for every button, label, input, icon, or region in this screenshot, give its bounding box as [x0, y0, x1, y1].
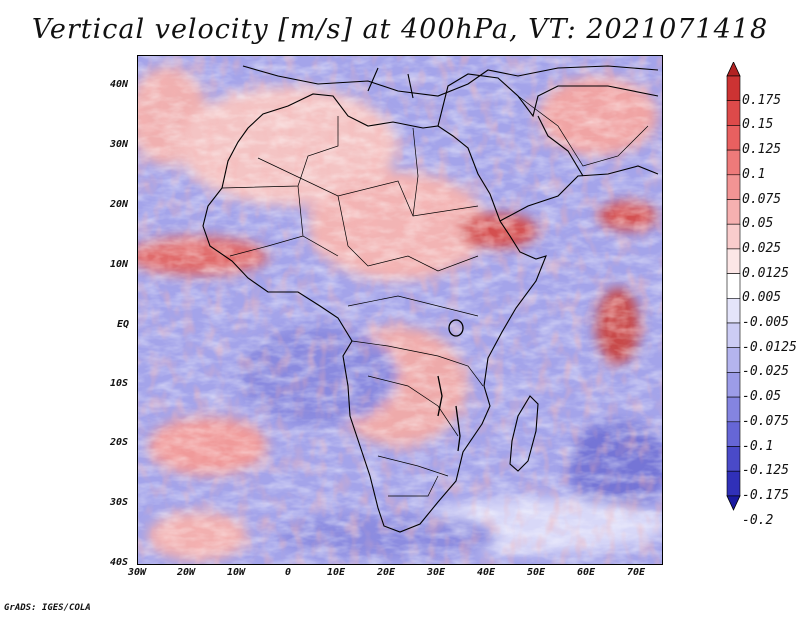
lon-label: 40E: [477, 567, 496, 578]
colorbar-cell: [726, 223, 741, 250]
colorbar-cell: [726, 199, 741, 225]
colorbar-label: -0.0125: [742, 339, 797, 355]
lon-label: 10E: [327, 567, 346, 578]
colorbar-label: -0.2: [742, 512, 774, 528]
colorbar-cell: [726, 100, 741, 126]
colorbar-cell: [726, 149, 741, 176]
credit-text: GrADS: IGES/COLA: [4, 603, 91, 613]
colorbar-label: -0.075: [742, 413, 789, 429]
lat-label: 40S: [110, 557, 129, 568]
lat-label: 20S: [110, 437, 129, 448]
lat-label: 40N: [110, 79, 129, 90]
colorbar-label: 0.15: [742, 117, 774, 133]
colorbar-cell: [726, 75, 741, 102]
colorbar-label: -0.125: [742, 463, 789, 479]
colorbar-label: -0.175: [742, 487, 789, 503]
colorbar-label: 0.025: [742, 240, 782, 256]
lon-label: 70E: [627, 567, 646, 578]
lon-label: 0: [285, 567, 292, 578]
colorbar-cell: [726, 125, 741, 151]
colorbar-cell: [726, 322, 741, 349]
lat-label: 10S: [110, 378, 129, 389]
lon-label: 50E: [527, 567, 546, 578]
colorbar-cap-bottom: [726, 495, 741, 511]
colorbar-label: 0.0125: [742, 265, 789, 281]
colorbar-label: 0.05: [742, 216, 774, 232]
lakes: [437, 319, 464, 452]
colorbar-label: -0.025: [742, 364, 789, 380]
map-canvas: [138, 56, 662, 564]
colorbar-cells: [726, 62, 741, 511]
colorbar-label: 0.175: [742, 92, 782, 108]
colorbar-cell: [726, 347, 741, 373]
lon-label: 10W: [227, 567, 246, 578]
colorbar-cell: [726, 446, 741, 472]
colorbar-cell: [726, 273, 741, 299]
colorbar-cell: [726, 396, 741, 423]
lat-label: 30S: [110, 497, 129, 508]
coastlines: [202, 65, 659, 533]
lat-label: 10N: [110, 259, 129, 270]
lat-label: 20N: [110, 199, 129, 210]
lon-label: 20W: [177, 567, 196, 578]
lat-label: EQ: [117, 319, 130, 330]
colorbar-label: 0.1: [742, 166, 766, 182]
country-borders: [221, 95, 649, 497]
lon-label: 20E: [377, 567, 396, 578]
lon-label: 60E: [577, 567, 596, 578]
field-texture-red: [138, 56, 662, 564]
colorbar: [726, 62, 741, 511]
colorbar-cell: [726, 421, 741, 447]
colorbar-label: -0.005: [742, 315, 789, 330]
lon-label: 30E: [427, 567, 446, 578]
colorbar-label: -0.1: [742, 438, 774, 454]
colorbar-cell: [726, 248, 741, 274]
map-title: Vertical velocity [m/s] at 400hPa, VT: 2…: [31, 14, 769, 45]
colorbar-cell: [726, 470, 741, 497]
colorbar-label: -0.05: [742, 389, 782, 405]
colorbar-label: 0.125: [742, 142, 782, 158]
lat-label: 30N: [110, 139, 129, 150]
colorbar-label: 0.075: [742, 191, 782, 207]
colorbar-cell: [726, 298, 741, 324]
colorbar-label: 0.005: [742, 290, 782, 306]
lon-label: 30W: [128, 567, 147, 578]
map-panel: [137, 55, 663, 565]
colorbar-cell: [726, 174, 741, 200]
colorbar-cell: [726, 372, 741, 398]
colorbar-cap-top: [726, 62, 741, 77]
